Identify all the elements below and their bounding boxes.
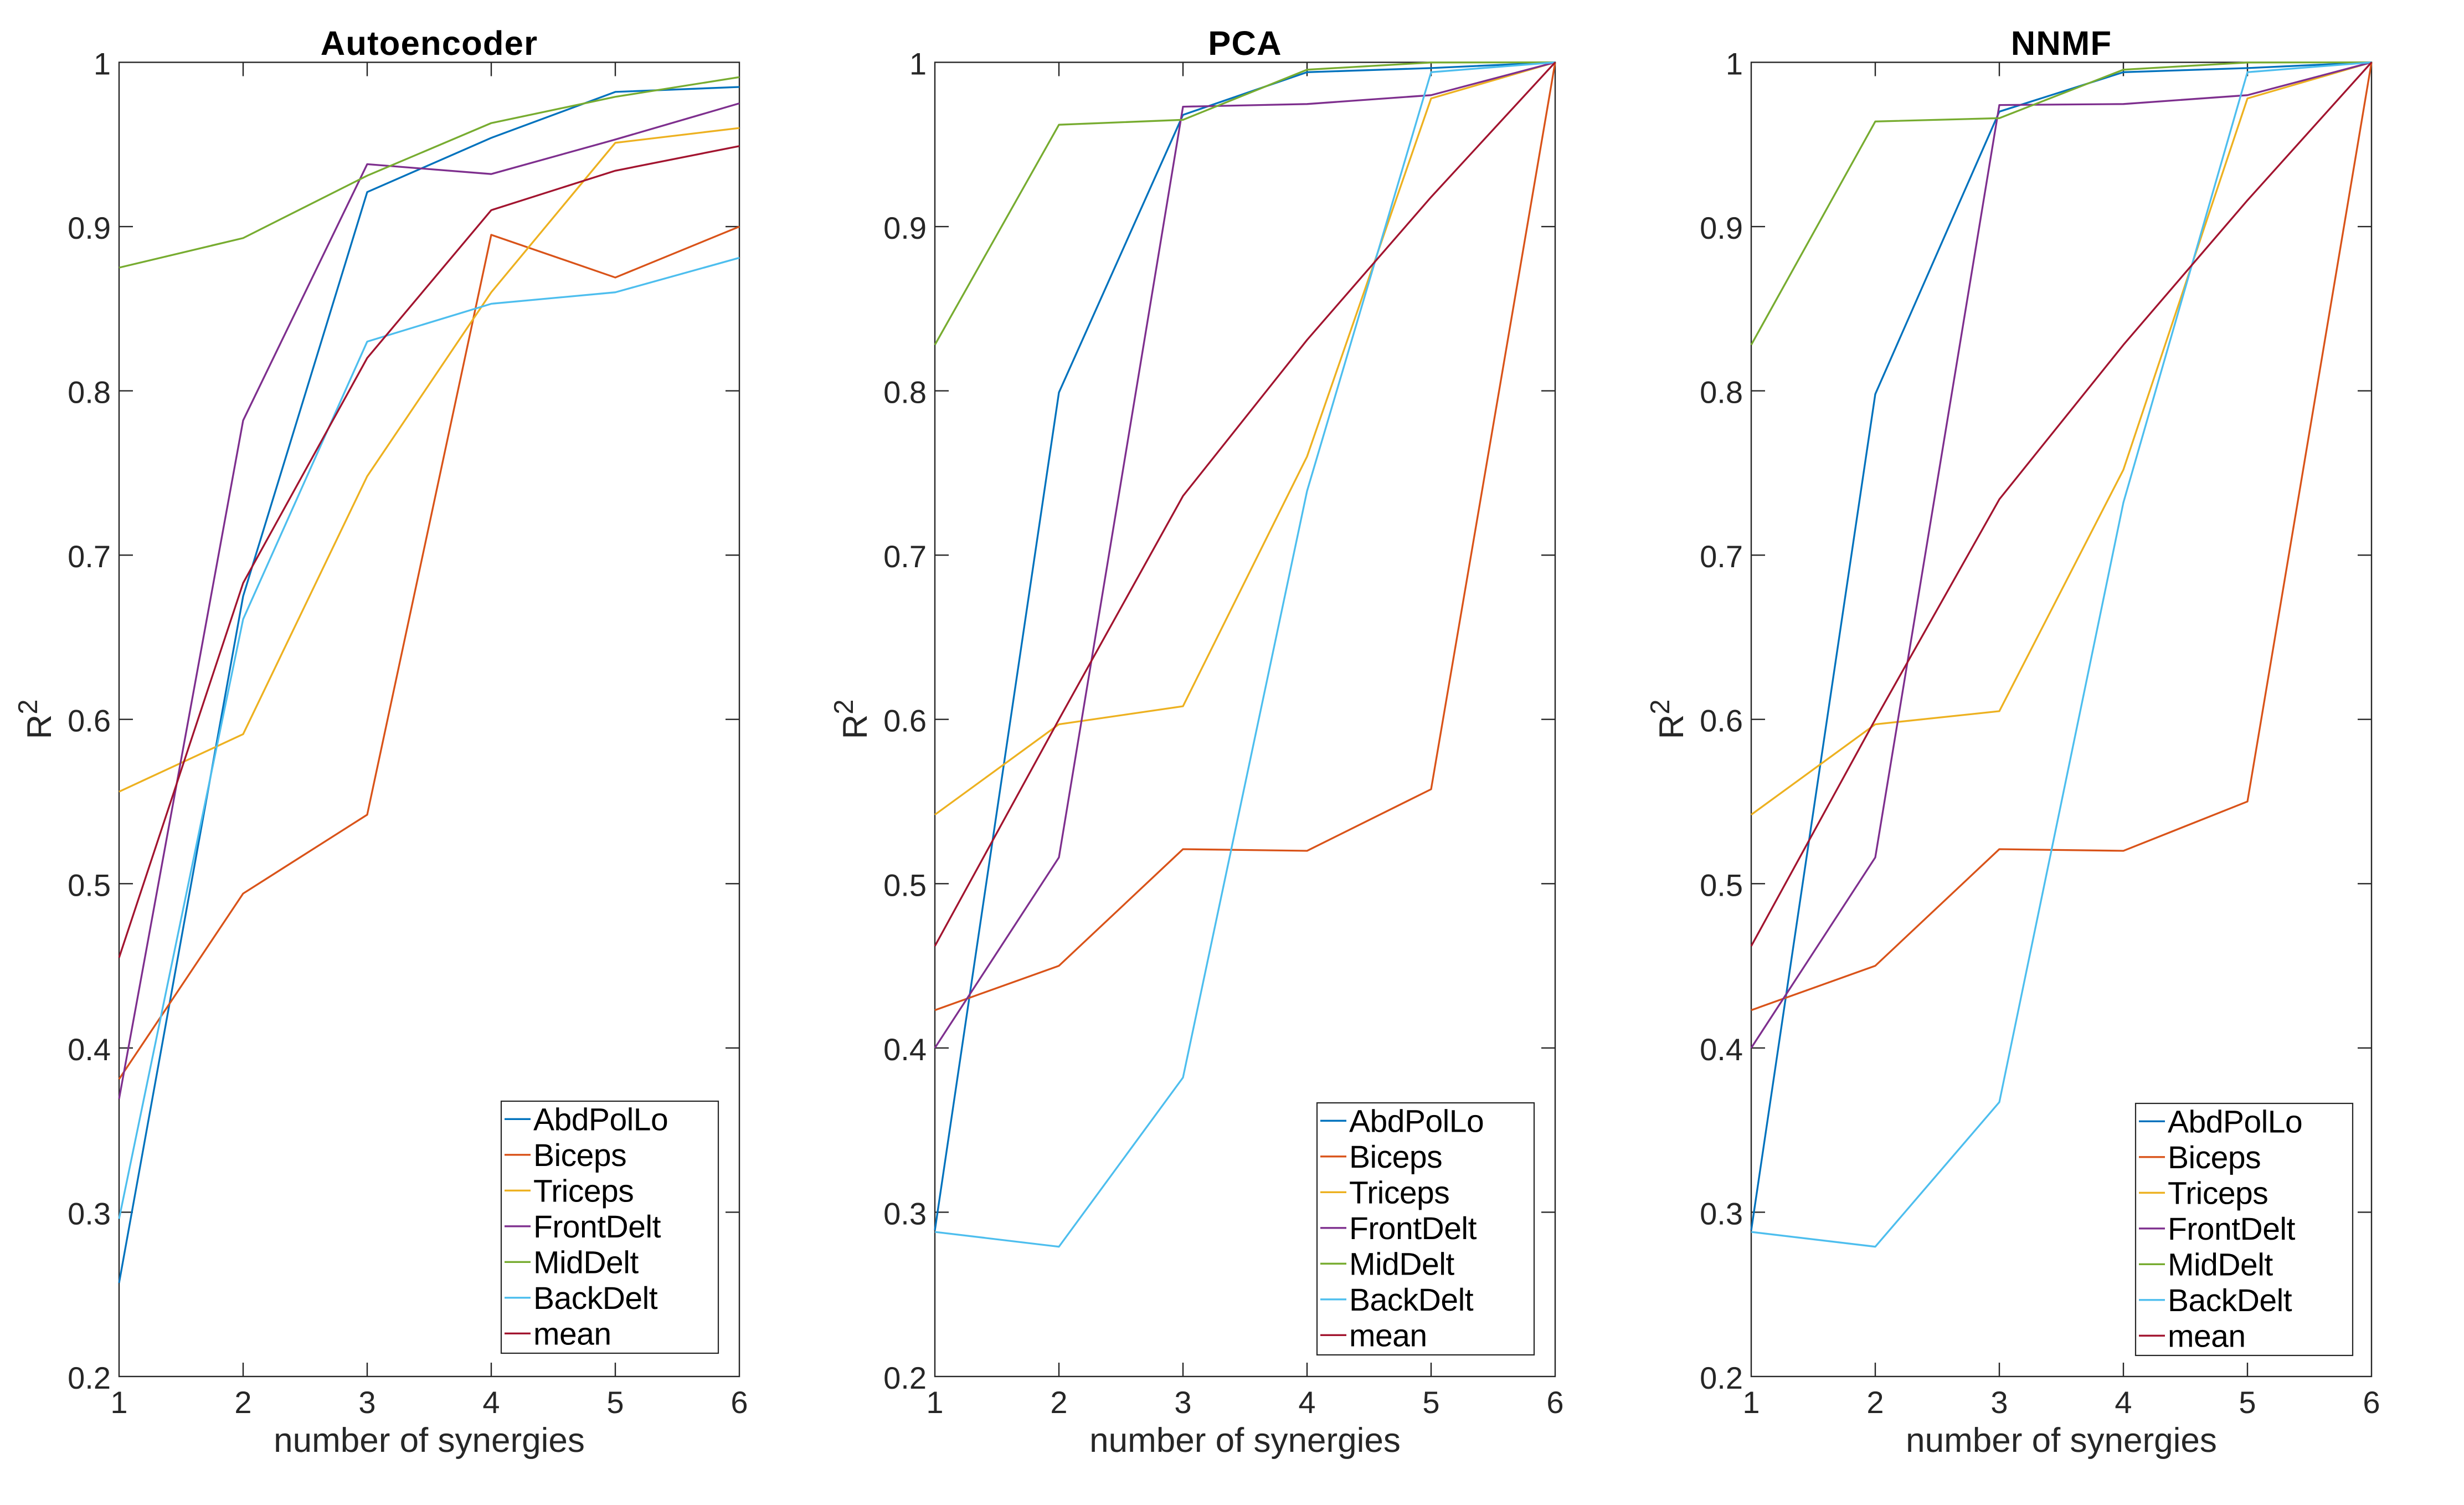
- svg-text:BackDelt: BackDelt: [2168, 1283, 2292, 1318]
- svg-text:0.5: 0.5: [883, 867, 927, 902]
- svg-text:0.7: 0.7: [1700, 539, 1743, 574]
- svg-text:Triceps: Triceps: [2168, 1175, 2268, 1211]
- svg-text:0.7: 0.7: [883, 539, 927, 574]
- svg-text:1: 1: [110, 1385, 127, 1420]
- svg-text:3: 3: [1990, 1385, 2008, 1420]
- svg-text:0.9: 0.9: [1700, 210, 1743, 245]
- svg-text:number of synergies: number of synergies: [274, 1421, 585, 1460]
- svg-text:PCA: PCA: [1208, 24, 1282, 63]
- svg-text:5: 5: [2239, 1385, 2256, 1420]
- svg-text:FrontDelt: FrontDelt: [533, 1209, 661, 1245]
- svg-text:1: 1: [1726, 47, 1743, 81]
- svg-text:R2: R2: [13, 699, 59, 739]
- svg-text:3: 3: [1174, 1385, 1191, 1420]
- svg-text:0.9: 0.9: [68, 210, 111, 245]
- svg-text:0.7: 0.7: [68, 539, 111, 574]
- svg-text:MidDelt: MidDelt: [2168, 1247, 2273, 1282]
- svg-text:0.4: 0.4: [883, 1032, 927, 1067]
- svg-text:Triceps: Triceps: [1349, 1175, 1449, 1210]
- svg-text:number of synergies: number of synergies: [1906, 1421, 2217, 1460]
- svg-text:0.9: 0.9: [883, 210, 927, 245]
- svg-text:1: 1: [94, 47, 111, 81]
- svg-text:2: 2: [234, 1385, 251, 1420]
- svg-text:0.3: 0.3: [68, 1196, 111, 1231]
- svg-text:4: 4: [482, 1385, 500, 1420]
- svg-text:FrontDelt: FrontDelt: [2168, 1211, 2296, 1247]
- svg-text:BackDelt: BackDelt: [533, 1281, 658, 1316]
- svg-text:Biceps: Biceps: [533, 1138, 626, 1173]
- svg-text:FrontDelt: FrontDelt: [1349, 1211, 1477, 1246]
- svg-text:6: 6: [1546, 1385, 1563, 1420]
- svg-text:Autoencoder: Autoencoder: [321, 24, 538, 63]
- svg-text:6: 6: [2363, 1385, 2380, 1420]
- svg-text:6: 6: [731, 1385, 748, 1420]
- svg-text:1: 1: [926, 1385, 943, 1420]
- svg-text:Triceps: Triceps: [533, 1173, 634, 1209]
- svg-text:NNMF: NNMF: [2011, 24, 2112, 63]
- svg-text:Biceps: Biceps: [2168, 1140, 2261, 1175]
- svg-text:2: 2: [1866, 1385, 1884, 1420]
- svg-text:2: 2: [1050, 1385, 1067, 1420]
- svg-text:mean: mean: [533, 1316, 611, 1352]
- svg-text:1: 1: [909, 47, 927, 81]
- svg-text:number of synergies: number of synergies: [1089, 1421, 1401, 1460]
- svg-text:AbdPolLo: AbdPolLo: [2168, 1104, 2302, 1139]
- svg-text:0.2: 0.2: [1700, 1360, 1743, 1395]
- svg-text:0.3: 0.3: [1700, 1196, 1743, 1231]
- svg-text:3: 3: [358, 1385, 375, 1420]
- svg-text:R2: R2: [829, 699, 875, 739]
- svg-text:0.5: 0.5: [1700, 867, 1743, 902]
- svg-text:0.8: 0.8: [68, 375, 111, 410]
- svg-text:mean: mean: [1349, 1318, 1427, 1353]
- svg-text:4: 4: [1298, 1385, 1315, 1420]
- svg-text:0.2: 0.2: [883, 1360, 927, 1395]
- svg-text:0.4: 0.4: [68, 1032, 111, 1067]
- svg-text:Biceps: Biceps: [1349, 1139, 1442, 1175]
- svg-text:5: 5: [606, 1385, 624, 1420]
- svg-text:0.6: 0.6: [68, 703, 111, 738]
- svg-text:4: 4: [2115, 1385, 2132, 1420]
- svg-text:0.8: 0.8: [1700, 375, 1743, 410]
- svg-text:AbdPolLo: AbdPolLo: [1349, 1103, 1484, 1139]
- svg-text:0.6: 0.6: [883, 703, 927, 738]
- svg-text:0.5: 0.5: [68, 867, 111, 902]
- svg-text:AbdPolLo: AbdPolLo: [533, 1102, 668, 1137]
- svg-text:5: 5: [1422, 1385, 1439, 1420]
- svg-text:0.4: 0.4: [1700, 1032, 1743, 1067]
- svg-text:MidDelt: MidDelt: [1349, 1246, 1454, 1282]
- svg-text:0.3: 0.3: [883, 1196, 927, 1231]
- svg-text:0.8: 0.8: [883, 375, 927, 410]
- svg-text:mean: mean: [2168, 1318, 2246, 1354]
- svg-text:1: 1: [1742, 1385, 1760, 1420]
- svg-text:0.2: 0.2: [68, 1360, 111, 1395]
- svg-text:0.6: 0.6: [1700, 703, 1743, 738]
- svg-text:BackDelt: BackDelt: [1349, 1282, 1474, 1318]
- svg-text:MidDelt: MidDelt: [533, 1245, 639, 1280]
